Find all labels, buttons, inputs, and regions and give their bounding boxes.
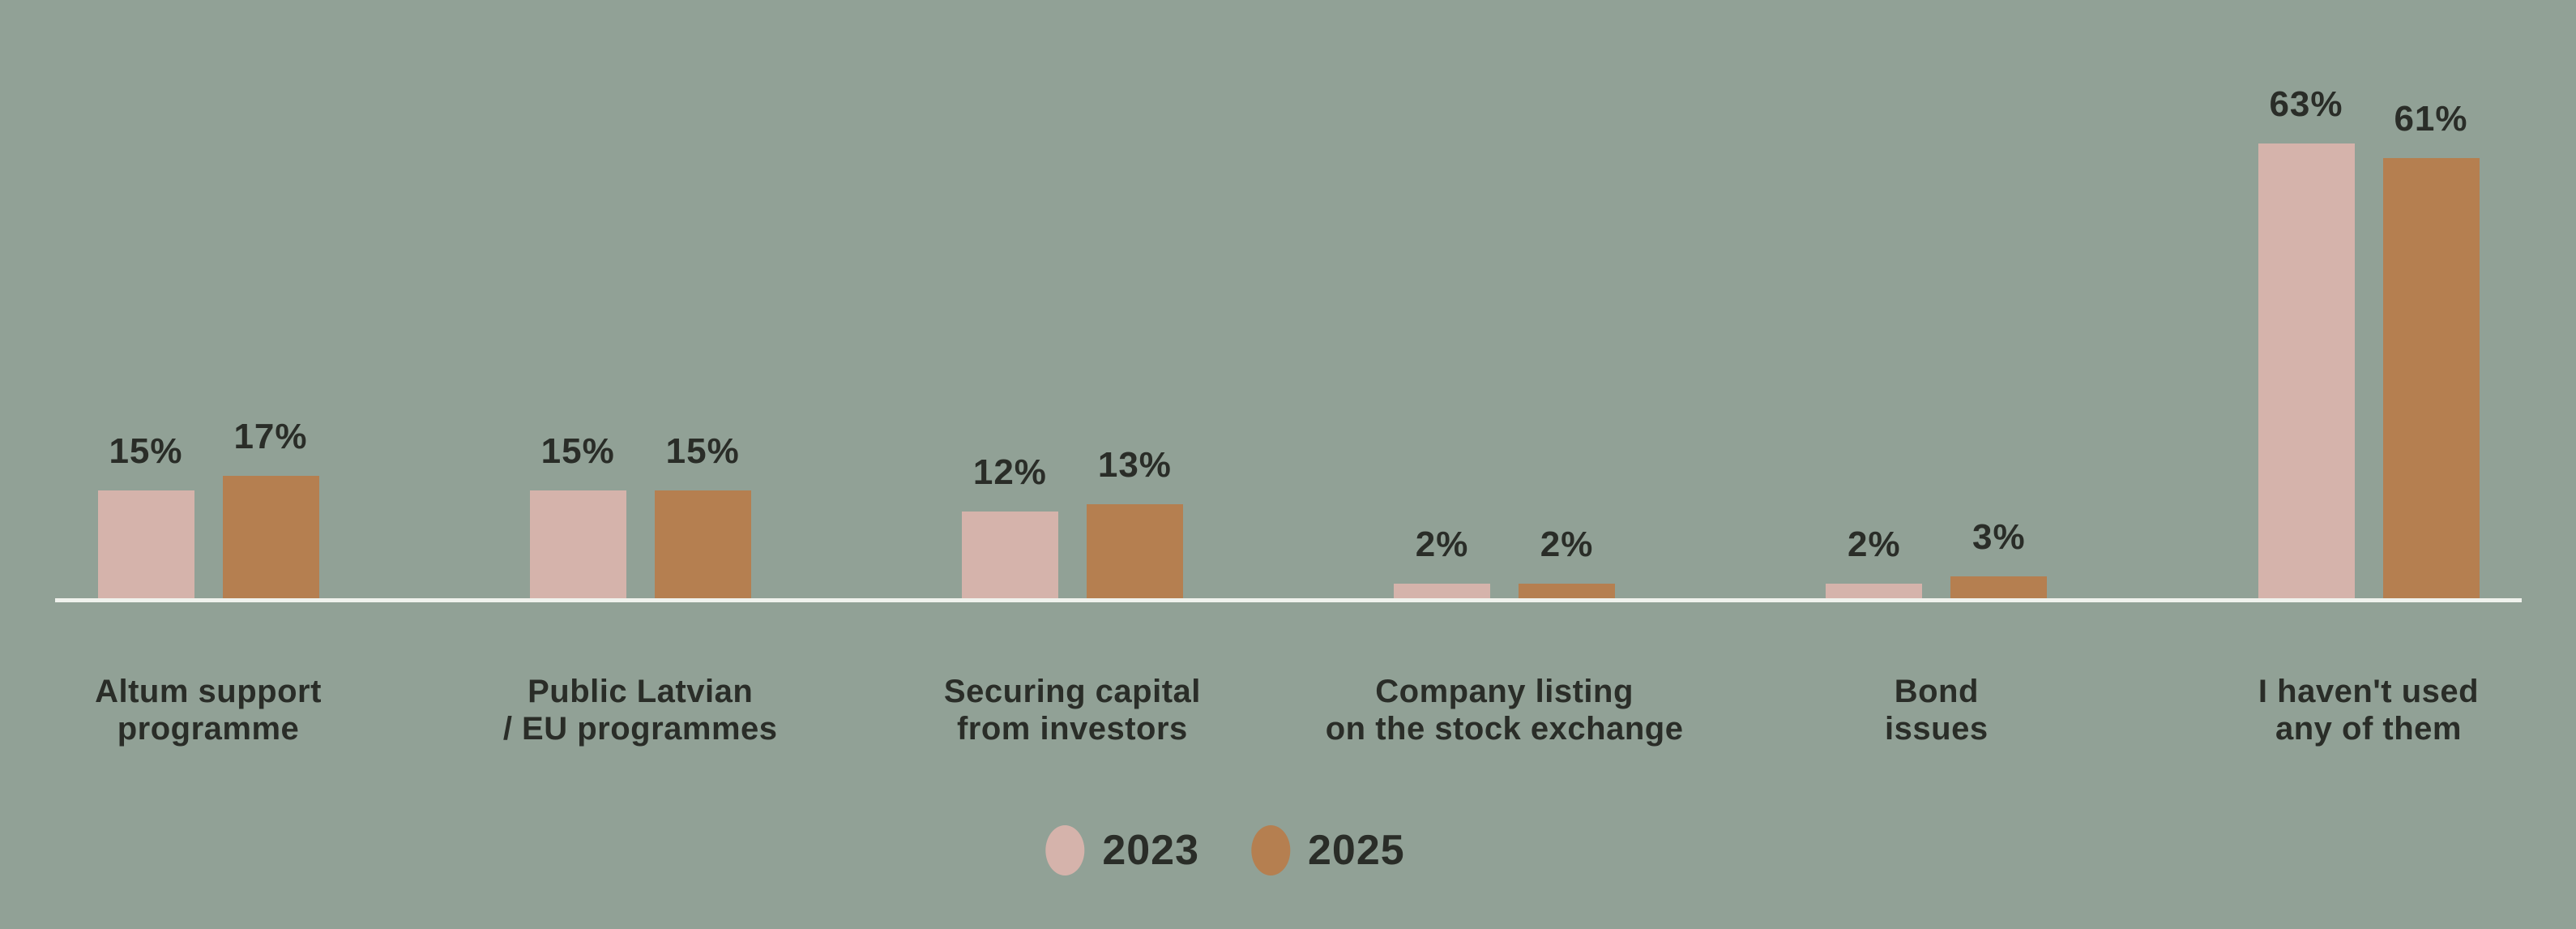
value-label-2025-1: 17%: [233, 416, 308, 456]
category-label-1: Altum support programme: [95, 674, 322, 747]
bar-column-2023-5: 2%: [1826, 524, 1923, 598]
bar-column-2025-2: 15%: [654, 430, 751, 598]
category-label-4: Company listing on the stock exchange: [1325, 674, 1684, 747]
bar-2023-4: [1394, 584, 1491, 598]
value-label-2023-1: 15%: [109, 430, 183, 471]
value-label-2023-5: 2%: [1848, 524, 1901, 565]
legend-swatch-2023: [1045, 825, 1085, 875]
value-label-2025-3: 13%: [1097, 445, 1172, 486]
bar-2025-6: [2382, 158, 2480, 598]
bar-column-2025-1: 17%: [222, 416, 319, 598]
bar-2023-3: [961, 512, 1058, 598]
legend-item-2025: 2025: [1251, 825, 1405, 875]
bar-column-2025-6: 61%: [2382, 99, 2480, 598]
legend-item-2023: 2023: [1045, 825, 1199, 875]
value-label-2023-6: 63%: [2269, 84, 2343, 125]
bar-column-2023-4: 2%: [1394, 524, 1491, 598]
legend-label-2023: 2023: [1102, 827, 1199, 874]
x-axis-baseline: [55, 598, 2522, 602]
bar-2023-1: [97, 490, 194, 598]
bar-group-3: 12% 13%: [961, 445, 1183, 598]
bar-2025-5: [1950, 576, 2048, 598]
bar-column-2023-6: 63%: [2258, 87, 2355, 598]
bar-column-2023-2: 15%: [529, 430, 626, 598]
bar-column-2023-1: 15%: [97, 430, 194, 598]
bar-column-2025-3: 13%: [1086, 445, 1183, 598]
value-label-2023-4: 2%: [1415, 524, 1469, 565]
bar-column-2023-3: 12%: [961, 452, 1058, 598]
bar-2025-3: [1086, 504, 1183, 598]
bar-column-2025-4: 2%: [1519, 524, 1616, 598]
category-label-3: Securing capital from investors: [943, 674, 1201, 747]
bar-2025-4: [1519, 584, 1616, 598]
bar-2023-6: [2258, 143, 2355, 598]
category-label-5: Bond issues: [1885, 674, 1989, 747]
bar-group-6: 63% 61%: [2258, 87, 2480, 598]
bar-2025-1: [222, 475, 319, 598]
value-label-2025-4: 2%: [1540, 524, 1594, 565]
bar-group-5: 2% 3%: [1826, 517, 2048, 598]
bar-2025-2: [654, 490, 751, 598]
bar-column-2025-5: 3%: [1950, 517, 2048, 598]
value-label-2025-6: 61%: [2394, 99, 2468, 139]
legend-label-2025: 2025: [1308, 827, 1405, 874]
bar-group-1: 15% 17%: [97, 416, 319, 598]
value-label-2023-3: 12%: [972, 452, 1047, 493]
category-label-6: I haven't used any of them: [2258, 674, 2480, 747]
category-label-2: Public Latvian / EU programmes: [502, 674, 778, 747]
bar-2023-5: [1826, 584, 1923, 598]
bar-2023-2: [529, 490, 626, 598]
value-label-2025-5: 3%: [1972, 517, 2026, 558]
legend: 2023 2025: [1045, 825, 1404, 875]
bar-group-4: 2% 2%: [1394, 524, 1616, 598]
value-label-2023-2: 15%: [540, 430, 615, 471]
legend-swatch-2025: [1251, 825, 1290, 875]
value-label-2025-2: 15%: [665, 430, 740, 471]
bar-group-2: 15% 15%: [529, 430, 751, 598]
